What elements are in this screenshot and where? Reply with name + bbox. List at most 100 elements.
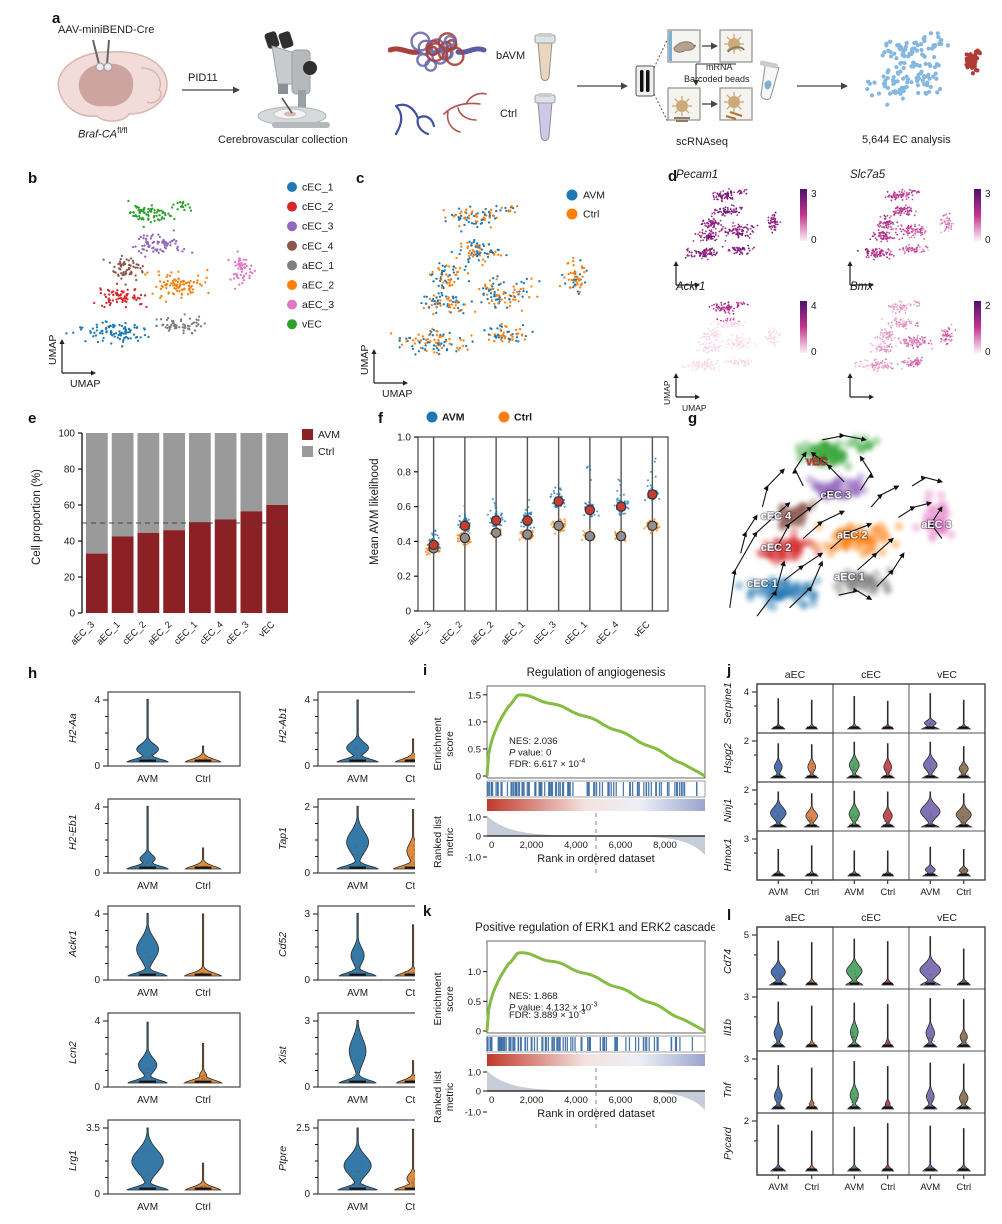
x-tick-label: 4,000	[564, 840, 588, 851]
column-header: aEC	[785, 912, 806, 924]
legend-item-label: Ctrl	[318, 446, 334, 458]
arrow-icon	[797, 82, 848, 90]
bar-avm	[86, 553, 108, 613]
violin-grid-l: aEC cEC vEC Cd74 5 Il1b 3 Tnf 3 Pycard 2 AVM Ctrl AVM…	[722, 912, 986, 1193]
legend-swatch	[287, 221, 297, 232]
umap-y-axis-label: UMAP	[662, 380, 672, 405]
metric-tick-label: 0	[476, 832, 481, 843]
scrnaseq-diagram	[635, 29, 780, 123]
colorbar-min-label: 0	[811, 347, 817, 358]
colorbar	[800, 189, 807, 241]
x-category-label: cEC_1	[562, 619, 590, 647]
x-category-label: cEC_2	[437, 619, 465, 647]
gsea-angiogenesis-plot: Regulation of angiogenesis 1.5 1.0 0.5 0 Enri…	[432, 667, 706, 873]
umap-y-axis-label: UMAP	[47, 335, 59, 365]
gene-label: Xist	[277, 1045, 289, 1065]
umap-clusters-plot: UMAP UMAP cEC_1 cEC_2 cEC_3 cEC_4 aEC_1 aEC_2 aE…	[47, 182, 334, 391]
group-avm-label: AVM	[347, 881, 368, 892]
y-max-label: 4	[744, 687, 749, 698]
metric-axis-title: Ranked list	[432, 816, 444, 868]
bar-avm	[163, 530, 185, 613]
avm-mean-dot	[615, 501, 627, 512]
x-category-label: cEC_3	[531, 619, 559, 647]
velocity-stream-plot: vEC cEC 3 cEC 4 aEC 2 cEC 2 cEC 1 aEC 1 aEC 3	[729, 432, 956, 617]
column-header: vEC	[937, 912, 957, 924]
es-tick-label: 0	[476, 772, 481, 783]
group-avm-label: AVM	[137, 988, 158, 999]
umap-x-axis-label: UMAP	[682, 403, 707, 413]
metric-tick-label: 0	[476, 1087, 481, 1098]
gene-label: Pycard	[722, 1126, 734, 1160]
y-tick-label: 1.0	[397, 433, 411, 444]
group-ctrl-label: Ctrl	[195, 881, 211, 892]
avm-mean-dot	[459, 520, 471, 531]
y-max-label: 3.5	[86, 1123, 100, 1134]
es-axis-title: Enrichment	[432, 717, 444, 770]
tube-bavm-icon	[534, 33, 556, 81]
panel-letter-j: j	[727, 662, 732, 679]
legend-item-label: AVM	[318, 429, 340, 441]
legend-swatch	[287, 260, 297, 271]
legend-swatch	[302, 429, 313, 440]
y-tick-label: 40	[64, 537, 76, 548]
group-avm-label: AVM	[347, 1095, 368, 1106]
y-zero-label: 0	[94, 761, 100, 772]
y-zero-label: 0	[304, 975, 310, 986]
panel-letter-a: a	[52, 10, 61, 27]
feature-gene-title: Ackr1	[675, 281, 705, 293]
gene-label: Ackr1	[67, 930, 79, 958]
y-axis-title: Cell proportion (%)	[31, 469, 43, 565]
bar-ctrl	[111, 433, 134, 537]
cluster-label: aEC 2	[837, 530, 868, 542]
y-max-label: 2	[304, 802, 310, 813]
bar-ctrl	[189, 433, 211, 523]
group-ctrl-label: Ctrl	[195, 1202, 211, 1213]
column-header: aEC	[785, 669, 806, 681]
avm-likelihood-plot: AVM Ctrl 0 0.2 0.4 0.6 0.8 1.0 Mean AVM likeliho…	[369, 411, 669, 648]
colorbar	[800, 301, 807, 353]
y-tick-label: 60	[64, 501, 76, 512]
y-max-label: 3	[744, 992, 749, 1003]
gsea-stats: NES: 1.868 P value: 4.132 × 10-3 FDR: 3.88…	[509, 991, 597, 1021]
avm-mean-dot	[584, 504, 596, 516]
panel-letter-d: d	[668, 168, 678, 185]
y-max-label: 4	[94, 802, 100, 813]
metric-tick-label: 1.0	[468, 1068, 481, 1079]
panel-letter-k: k	[423, 903, 432, 920]
gsea-erk-plot: Positive regulation of ERK1 and ERK2 cas…	[432, 922, 715, 1128]
enrichment-curve	[485, 951, 706, 1033]
group-ctrl-label: Ctrl	[880, 887, 895, 895]
column-header: cEC	[861, 912, 881, 924]
legend-item-label: Ctrl	[514, 412, 532, 424]
gsea-stats: NES: 2.036 P value: 0 FDR: 6.617 × 10-4	[509, 736, 585, 770]
colorbar-min-label: 0	[985, 235, 991, 246]
gene-label: H2-Aa	[67, 713, 79, 743]
ctrl-mean-dot	[553, 520, 564, 531]
panel-i: i Regulation of angiogenesis 1.5 1.0 0.5 0 En…	[415, 660, 715, 895]
y-zero-label: 0	[94, 975, 100, 986]
gene-label: H2-Eb1	[67, 814, 79, 850]
y-tick-label: 0	[69, 609, 75, 620]
column-header: cEC	[861, 669, 881, 681]
legend-swatch	[287, 182, 297, 192]
panel-letter-e: e	[28, 410, 37, 427]
y-max-label: 3	[744, 834, 749, 845]
x-category-label: vEC	[257, 619, 278, 640]
group-avm-label: AVM	[347, 774, 368, 785]
legend-item-label: vEC	[302, 319, 322, 331]
panel-letter-h: h	[28, 665, 38, 682]
rank-gradient-bar	[487, 799, 705, 811]
group-avm-label: AVM	[137, 1095, 158, 1106]
colorbar	[974, 301, 981, 353]
gene-label: Hspg2	[722, 743, 734, 774]
colorbar-max-label: 2	[985, 301, 991, 312]
x-category-label: cEC_2	[121, 619, 149, 647]
collection-caption: Cerebrovascular collection	[218, 134, 348, 146]
y-tick-label: 0.8	[397, 467, 411, 478]
es-axis-title: Enrichment	[432, 972, 444, 1025]
legend-item-label: Ctrl	[583, 209, 599, 221]
legend-item-label: cEC_4	[302, 240, 334, 252]
y-max-label: 4	[94, 695, 100, 706]
result-caption: 5,644 EC analysis	[862, 134, 951, 146]
